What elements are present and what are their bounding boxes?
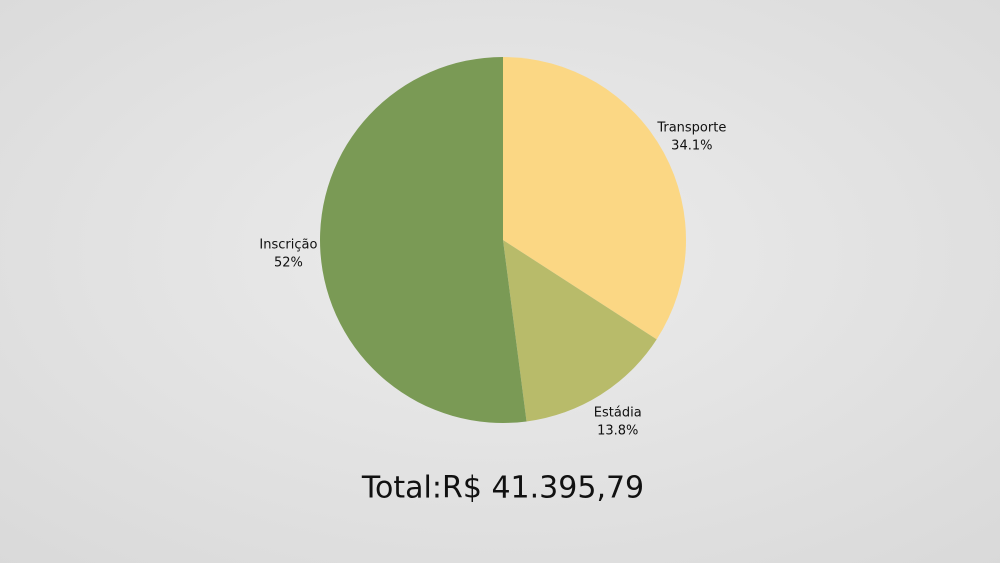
slice-value-label: 34.1% — [671, 139, 712, 154]
slice-value-label: 52% — [274, 255, 303, 270]
slice-label: Inscrição — [259, 237, 317, 252]
pie-slice — [503, 240, 657, 422]
slice-label: Transporte — [656, 121, 726, 136]
slice-label: Estádia — [594, 405, 642, 420]
total-annotation: Total:R$ 41.395,79 — [361, 471, 644, 506]
pie-slice — [503, 57, 686, 340]
slice-value-label: 13.8% — [597, 423, 638, 438]
pie — [320, 57, 686, 423]
pie-slice — [320, 57, 527, 423]
